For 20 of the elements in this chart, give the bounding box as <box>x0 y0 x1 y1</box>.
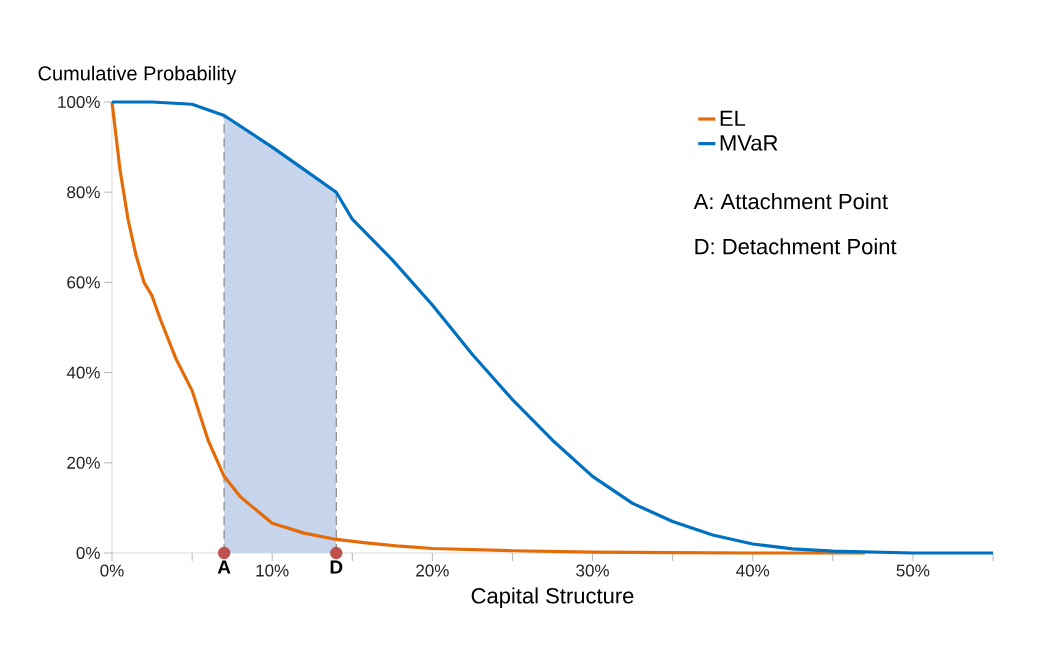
annotation: D <box>330 560 343 574</box>
x-axis-title: Capital Structure <box>471 587 634 608</box>
y-tick-label: 100% <box>58 95 100 109</box>
x-tick-label: 0% <box>100 564 124 577</box>
y-axis-title: Cumulative Probability <box>38 65 237 85</box>
x-tick-label: 50% <box>896 564 930 577</box>
x-tick-label: 10% <box>256 564 289 577</box>
x-tick-label: 30% <box>576 564 609 577</box>
annotation: A: Attachment Point <box>693 193 888 210</box>
x-tick-label: 20% <box>416 564 449 577</box>
y-tick-label: 40% <box>66 366 100 379</box>
y-tick-label: 0% <box>76 546 100 560</box>
legend-label: MVaR <box>720 135 778 151</box>
annotation: D: Detachment Point <box>695 238 897 255</box>
legend-label: EL <box>720 110 746 126</box>
x-tick-label: 40% <box>736 564 770 577</box>
annotation: A <box>217 560 231 574</box>
y-tick-label: 60% <box>67 276 100 289</box>
y-tick-label: 80% <box>67 186 100 199</box>
y-tick-label: 20% <box>67 456 100 469</box>
